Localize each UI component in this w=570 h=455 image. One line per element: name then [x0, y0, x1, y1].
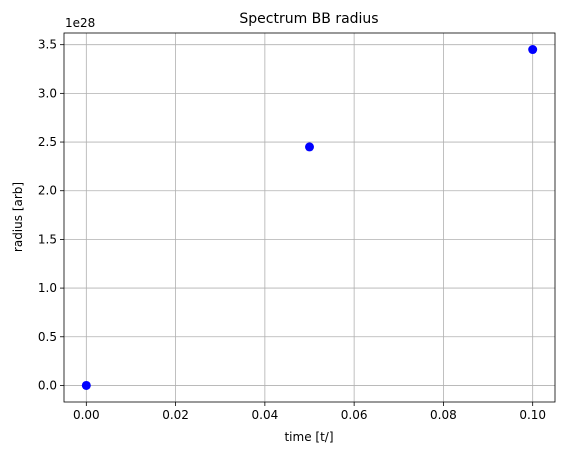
y-axis-label: radius [arb] [11, 182, 25, 252]
x-tick-label: 0.10 [519, 408, 546, 422]
x-tick-label: 0.02 [162, 408, 189, 422]
x-tick-label: 0.04 [252, 408, 279, 422]
y-tick-label: 0.5 [38, 330, 57, 344]
x-tick-label: 0.08 [430, 408, 457, 422]
x-axis-label: time [t/] [284, 430, 333, 444]
y-tick-label: 2.0 [38, 184, 57, 198]
data-points [81, 45, 538, 390]
plot-frame [63, 32, 556, 403]
y-tick-label: 1.5 [38, 232, 57, 246]
x-tick-label: 0.00 [73, 408, 100, 422]
y-tick-label: 2.5 [38, 135, 57, 149]
grid [64, 33, 555, 402]
data-point [528, 45, 538, 55]
x-tick-label: 0.06 [341, 408, 368, 422]
axis-ticks: 0.00 0.02 0.04 0.06 0.08 0.10 0.0 0.5 1.0 1.5 2.0 2… [38, 38, 546, 422]
data-point [305, 142, 314, 152]
y-axis-offset-label: 1e28 [65, 16, 95, 30]
chart-title: Spectrum BB radius [239, 11, 378, 27]
y-tick-label: 0.0 [38, 378, 57, 392]
y-tick-label: 3.5 [38, 38, 57, 52]
y-tick-label: 3.0 [38, 86, 57, 100]
y-tick-label: 1.0 [38, 281, 57, 295]
data-point [81, 380, 91, 390]
